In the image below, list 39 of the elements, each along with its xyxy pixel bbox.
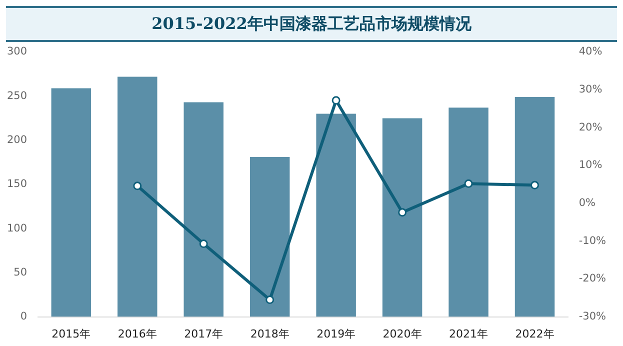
y-tick-label: 250 bbox=[6, 90, 28, 102]
bar bbox=[51, 88, 92, 317]
point bbox=[133, 182, 142, 190]
x-tick-label: 2021年 bbox=[449, 327, 488, 340]
y-tick-label: 0 bbox=[20, 310, 28, 323]
bar bbox=[316, 114, 356, 317]
bar bbox=[250, 157, 290, 317]
y2-tick-label: -20% bbox=[578, 272, 606, 285]
y-tick-label: 150 bbox=[6, 178, 28, 190]
y-tick-label: 300 bbox=[6, 46, 28, 58]
bar bbox=[184, 102, 224, 317]
bar bbox=[448, 108, 488, 317]
x-tick-label: 2015年 bbox=[52, 327, 91, 340]
y2-tick-label: 20% bbox=[578, 121, 602, 134]
chart-title: 2015-2022年中国漆器工艺品市场规模情况 bbox=[6, 6, 617, 42]
y2-tick-label: -30% bbox=[578, 310, 606, 323]
point bbox=[332, 96, 340, 105]
y2-tick-label: 0% bbox=[578, 197, 596, 210]
y2-tick-label: 40% bbox=[578, 46, 602, 58]
point bbox=[464, 179, 473, 188]
y2-tick-label: 10% bbox=[578, 159, 602, 172]
bar bbox=[514, 97, 555, 317]
y-tick-label: 100 bbox=[6, 222, 28, 234]
y2-tick-label: 30% bbox=[578, 84, 602, 96]
x-tick-label: 2016年 bbox=[118, 327, 157, 340]
y-tick-label: 50 bbox=[14, 266, 28, 278]
point bbox=[199, 240, 208, 248]
point bbox=[266, 296, 274, 304]
y2-tick-label: -10% bbox=[578, 234, 606, 247]
y-tick-label: 200 bbox=[6, 134, 28, 146]
bar bbox=[118, 76, 158, 317]
x-tick-label: 2022年 bbox=[515, 327, 554, 340]
x-tick-label: 2019年 bbox=[316, 327, 356, 340]
point bbox=[398, 208, 407, 217]
point bbox=[530, 180, 540, 190]
x-tick-label: 2018年 bbox=[250, 327, 290, 340]
x-tick-label: 2017年 bbox=[184, 327, 224, 340]
x-tick-label: 2020年 bbox=[382, 327, 422, 340]
bar bbox=[382, 118, 422, 317]
